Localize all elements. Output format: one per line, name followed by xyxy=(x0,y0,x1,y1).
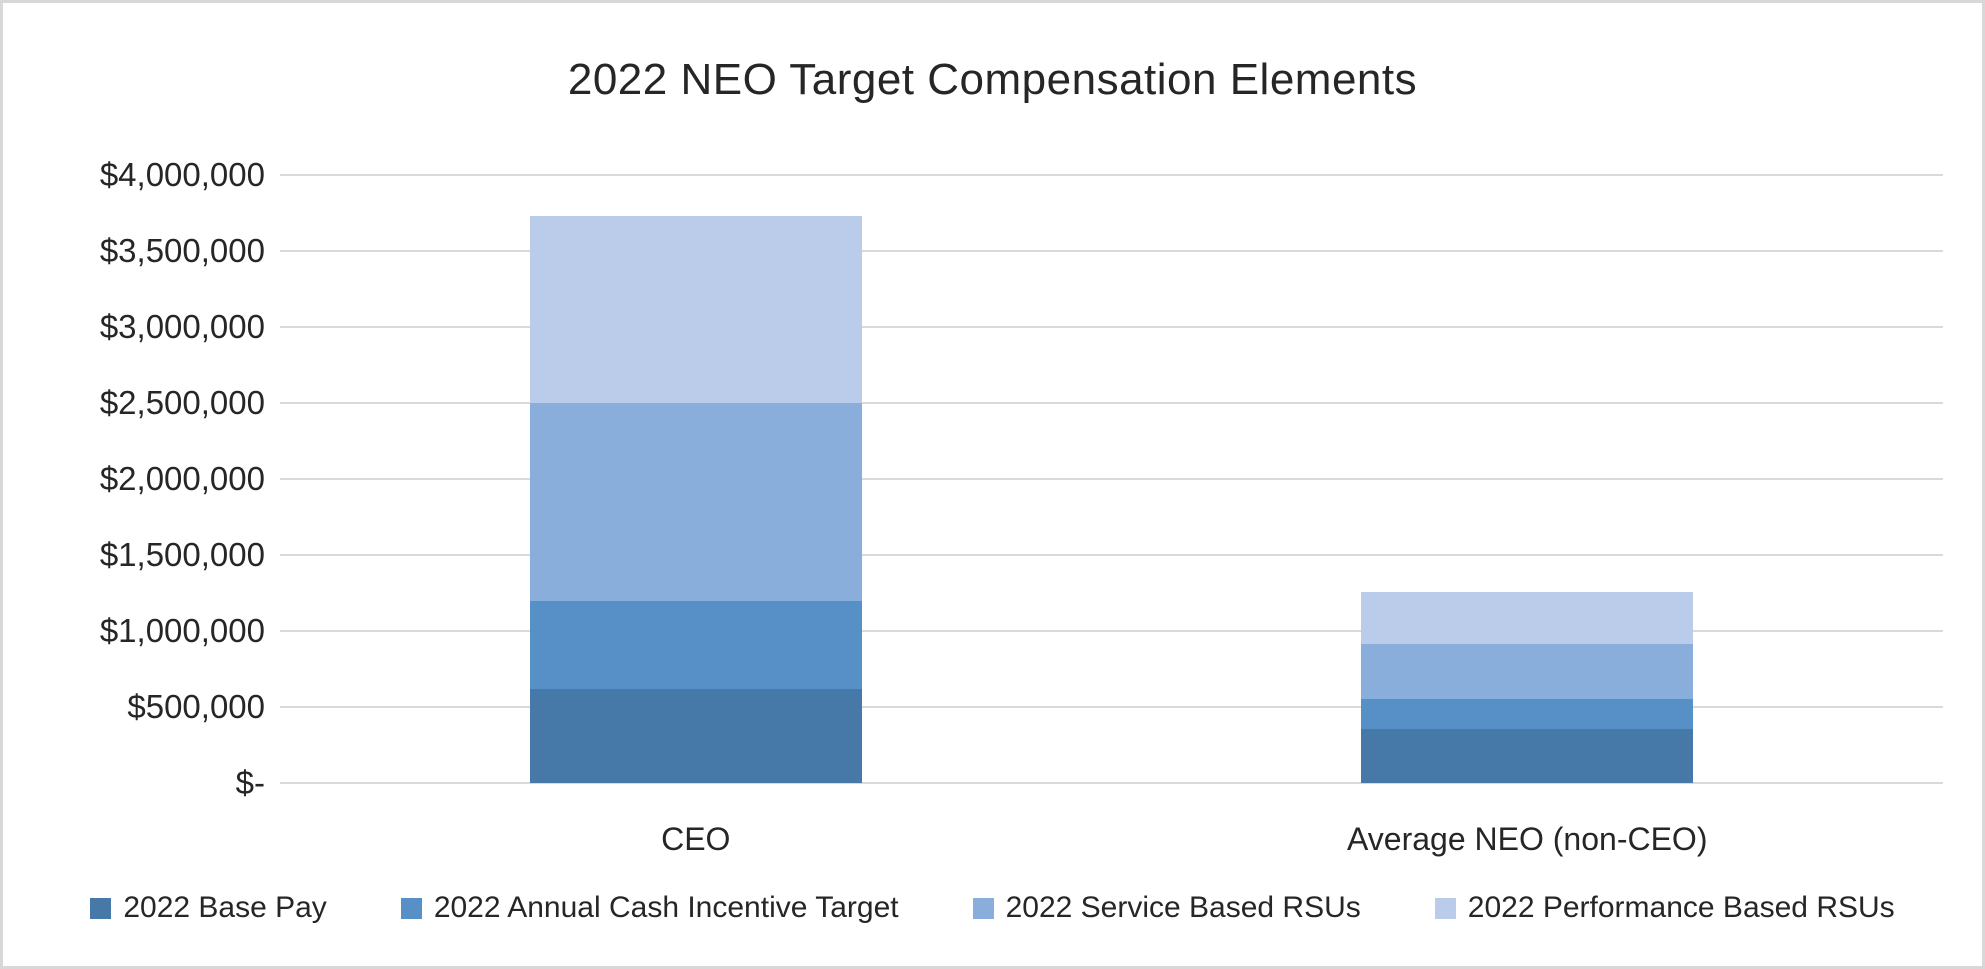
x-axis-category-label: CEO xyxy=(661,821,731,857)
gridline xyxy=(280,250,1943,252)
legend: 2022 Base Pay 2022 Annual Cash Incentive … xyxy=(3,891,1982,925)
gridline xyxy=(280,326,1943,328)
legend-swatch-icon xyxy=(972,897,994,919)
legend-swatch-icon xyxy=(400,897,422,919)
plot-area xyxy=(280,174,1943,784)
legend-item: 2022 Annual Cash Incentive Target xyxy=(400,891,899,925)
bar-segment xyxy=(529,216,862,403)
bar-segment xyxy=(529,600,862,689)
gridline xyxy=(280,402,1943,404)
bar-segment xyxy=(1361,592,1694,644)
bar-segment xyxy=(1361,729,1694,783)
gridline xyxy=(280,782,1943,784)
legend-item: 2022 Service Based RSUs xyxy=(972,891,1361,925)
legend-label: 2022 Service Based RSUs xyxy=(1005,891,1361,924)
legend-item: 2022 Base Pay xyxy=(90,891,327,925)
y-axis-tick-label: $3,000,000 xyxy=(99,308,265,345)
y-axis-tick-label: $1,500,000 xyxy=(99,536,265,573)
bar-segment xyxy=(1361,643,1694,699)
y-axis-tick-label: $- xyxy=(235,764,265,801)
y-axis-tick-label: $1,000,000 xyxy=(99,612,265,649)
y-axis-tick-label: $2,000,000 xyxy=(99,460,265,497)
y-axis-tick-label: $500,000 xyxy=(127,688,265,725)
chart-title: 2022 NEO Target Compensation Elements xyxy=(567,55,1418,104)
gridline xyxy=(280,706,1943,708)
legend-label: 2022 Performance Based RSUs xyxy=(1467,891,1895,924)
legend-label: 2022 Base Pay xyxy=(123,891,327,924)
legend-item: 2022 Performance Based RSUs xyxy=(1434,891,1895,925)
bar-segment xyxy=(529,688,862,783)
bar-segment xyxy=(1361,698,1694,730)
gridline xyxy=(280,174,1943,176)
y-axis-tick-label: $3,500,000 xyxy=(99,232,265,269)
y-axis-tick-label: $4,000,000 xyxy=(99,156,265,193)
legend-swatch-icon xyxy=(1434,897,1456,919)
legend-label: 2022 Annual Cash Incentive Target xyxy=(433,891,899,924)
x-axis-category-label: Average NEO (non-CEO) xyxy=(1347,821,1708,857)
legend-swatch-icon xyxy=(90,897,112,919)
gridline xyxy=(280,554,1943,556)
bar-segment xyxy=(529,403,862,601)
gridline xyxy=(280,630,1943,632)
y-axis-tick-label: $2,500,000 xyxy=(99,384,265,421)
gridline xyxy=(280,478,1943,480)
